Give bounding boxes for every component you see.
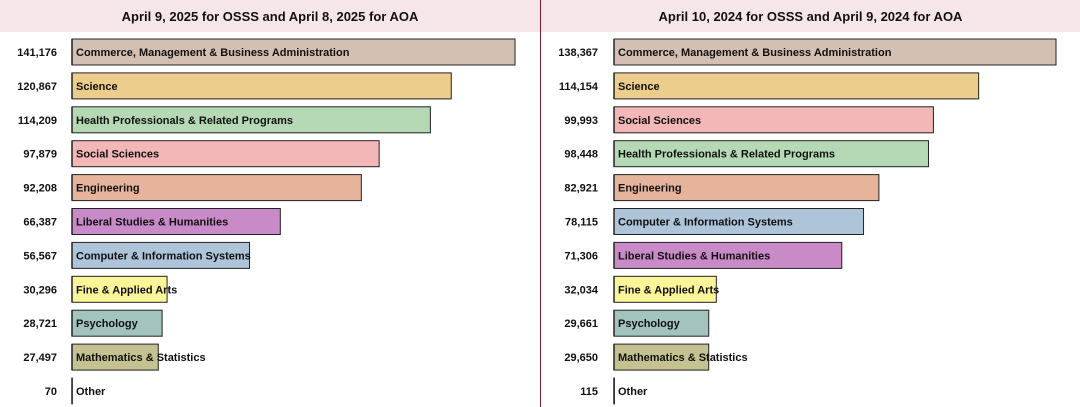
bar [613,208,865,235]
category-label: Engineering [76,183,140,195]
bar [613,140,929,168]
panel-divider [540,0,541,407]
category-label: Liberal Studies & Humanities [76,217,228,229]
value-label: 99,993 [564,115,598,127]
value-label: 66,387 [23,217,57,229]
bar-chart-2024: 138,367 Commerce, Management & Business A… [558,38,1057,405]
value-label: 120,867 [17,81,57,93]
bar-chart-2025: 141,176 Commerce, Management & Business A… [17,38,516,405]
value-label: 71,306 [564,250,598,262]
category-label: Social Sciences [76,149,159,161]
bar [71,72,452,100]
bar [71,106,431,134]
value-label: 92,208 [23,183,57,195]
value-label: 141,176 [17,47,57,59]
value-label: 115 [580,386,598,398]
bar [613,241,843,269]
category-label: Commerce, Management & Business Administ… [618,47,892,59]
panel-2024: April 10, 2024 for OSSS and April 9, 202… [541,0,1080,407]
panel-title-2024: April 10, 2024 for OSSS and April 9, 202… [541,0,1080,32]
category-label: Mathematics & Statistics [76,352,206,364]
value-label: 29,661 [564,318,598,330]
panel-title-2025: April 9, 2025 for OSSS and April 8, 2025… [0,0,540,32]
bar [71,275,168,303]
category-label: Science [76,81,118,93]
value-label: 27,497 [23,352,57,364]
category-label: Other [618,386,648,398]
value-label: 70 [45,386,57,398]
category-label: Science [618,81,660,93]
value-label: 28,721 [23,318,57,330]
value-label: 138,367 [558,47,598,59]
panel-2025: April 9, 2025 for OSSS and April 8, 2025… [0,0,540,405]
category-label: Computer & Information Systems [76,250,251,262]
category-label: Health Professionals & Related Programs [76,115,293,127]
category-label: Other [76,386,106,398]
value-label: 32,034 [564,284,599,296]
category-label: Fine & Applied Arts [76,284,177,296]
value-label: 97,879 [23,149,57,161]
bar [613,275,717,303]
bar [71,140,380,168]
bar [613,72,980,100]
value-label: 98,448 [564,149,598,161]
bar [71,309,163,337]
category-label: Social Sciences [618,115,701,127]
category-label: Computer & Information Systems [618,217,793,229]
value-label: 78,115 [565,217,598,229]
value-label: 29,650 [564,352,598,364]
value-label: 56,567 [23,250,57,262]
category-label: Mathematics & Statistics [618,352,748,364]
category-label: Psychology [618,318,681,330]
bar [613,38,1057,66]
category-label: Commerce, Management & Business Administ… [76,47,350,59]
bar [613,174,880,202]
category-label: Liberal Studies & Humanities [618,250,770,262]
value-label: 114,154 [559,81,599,93]
category-label: Fine & Applied Arts [618,284,719,296]
value-label: 114,209 [18,115,57,127]
category-label: Psychology [76,318,139,330]
category-label: Health Professionals & Related Programs [618,149,835,161]
bar [71,38,516,66]
bar [613,106,934,134]
bar [613,343,710,371]
bar [71,241,251,269]
value-label: 30,296 [23,284,57,296]
value-label: 82,921 [564,183,598,195]
bar [71,208,281,235]
category-label: Engineering [618,183,682,195]
